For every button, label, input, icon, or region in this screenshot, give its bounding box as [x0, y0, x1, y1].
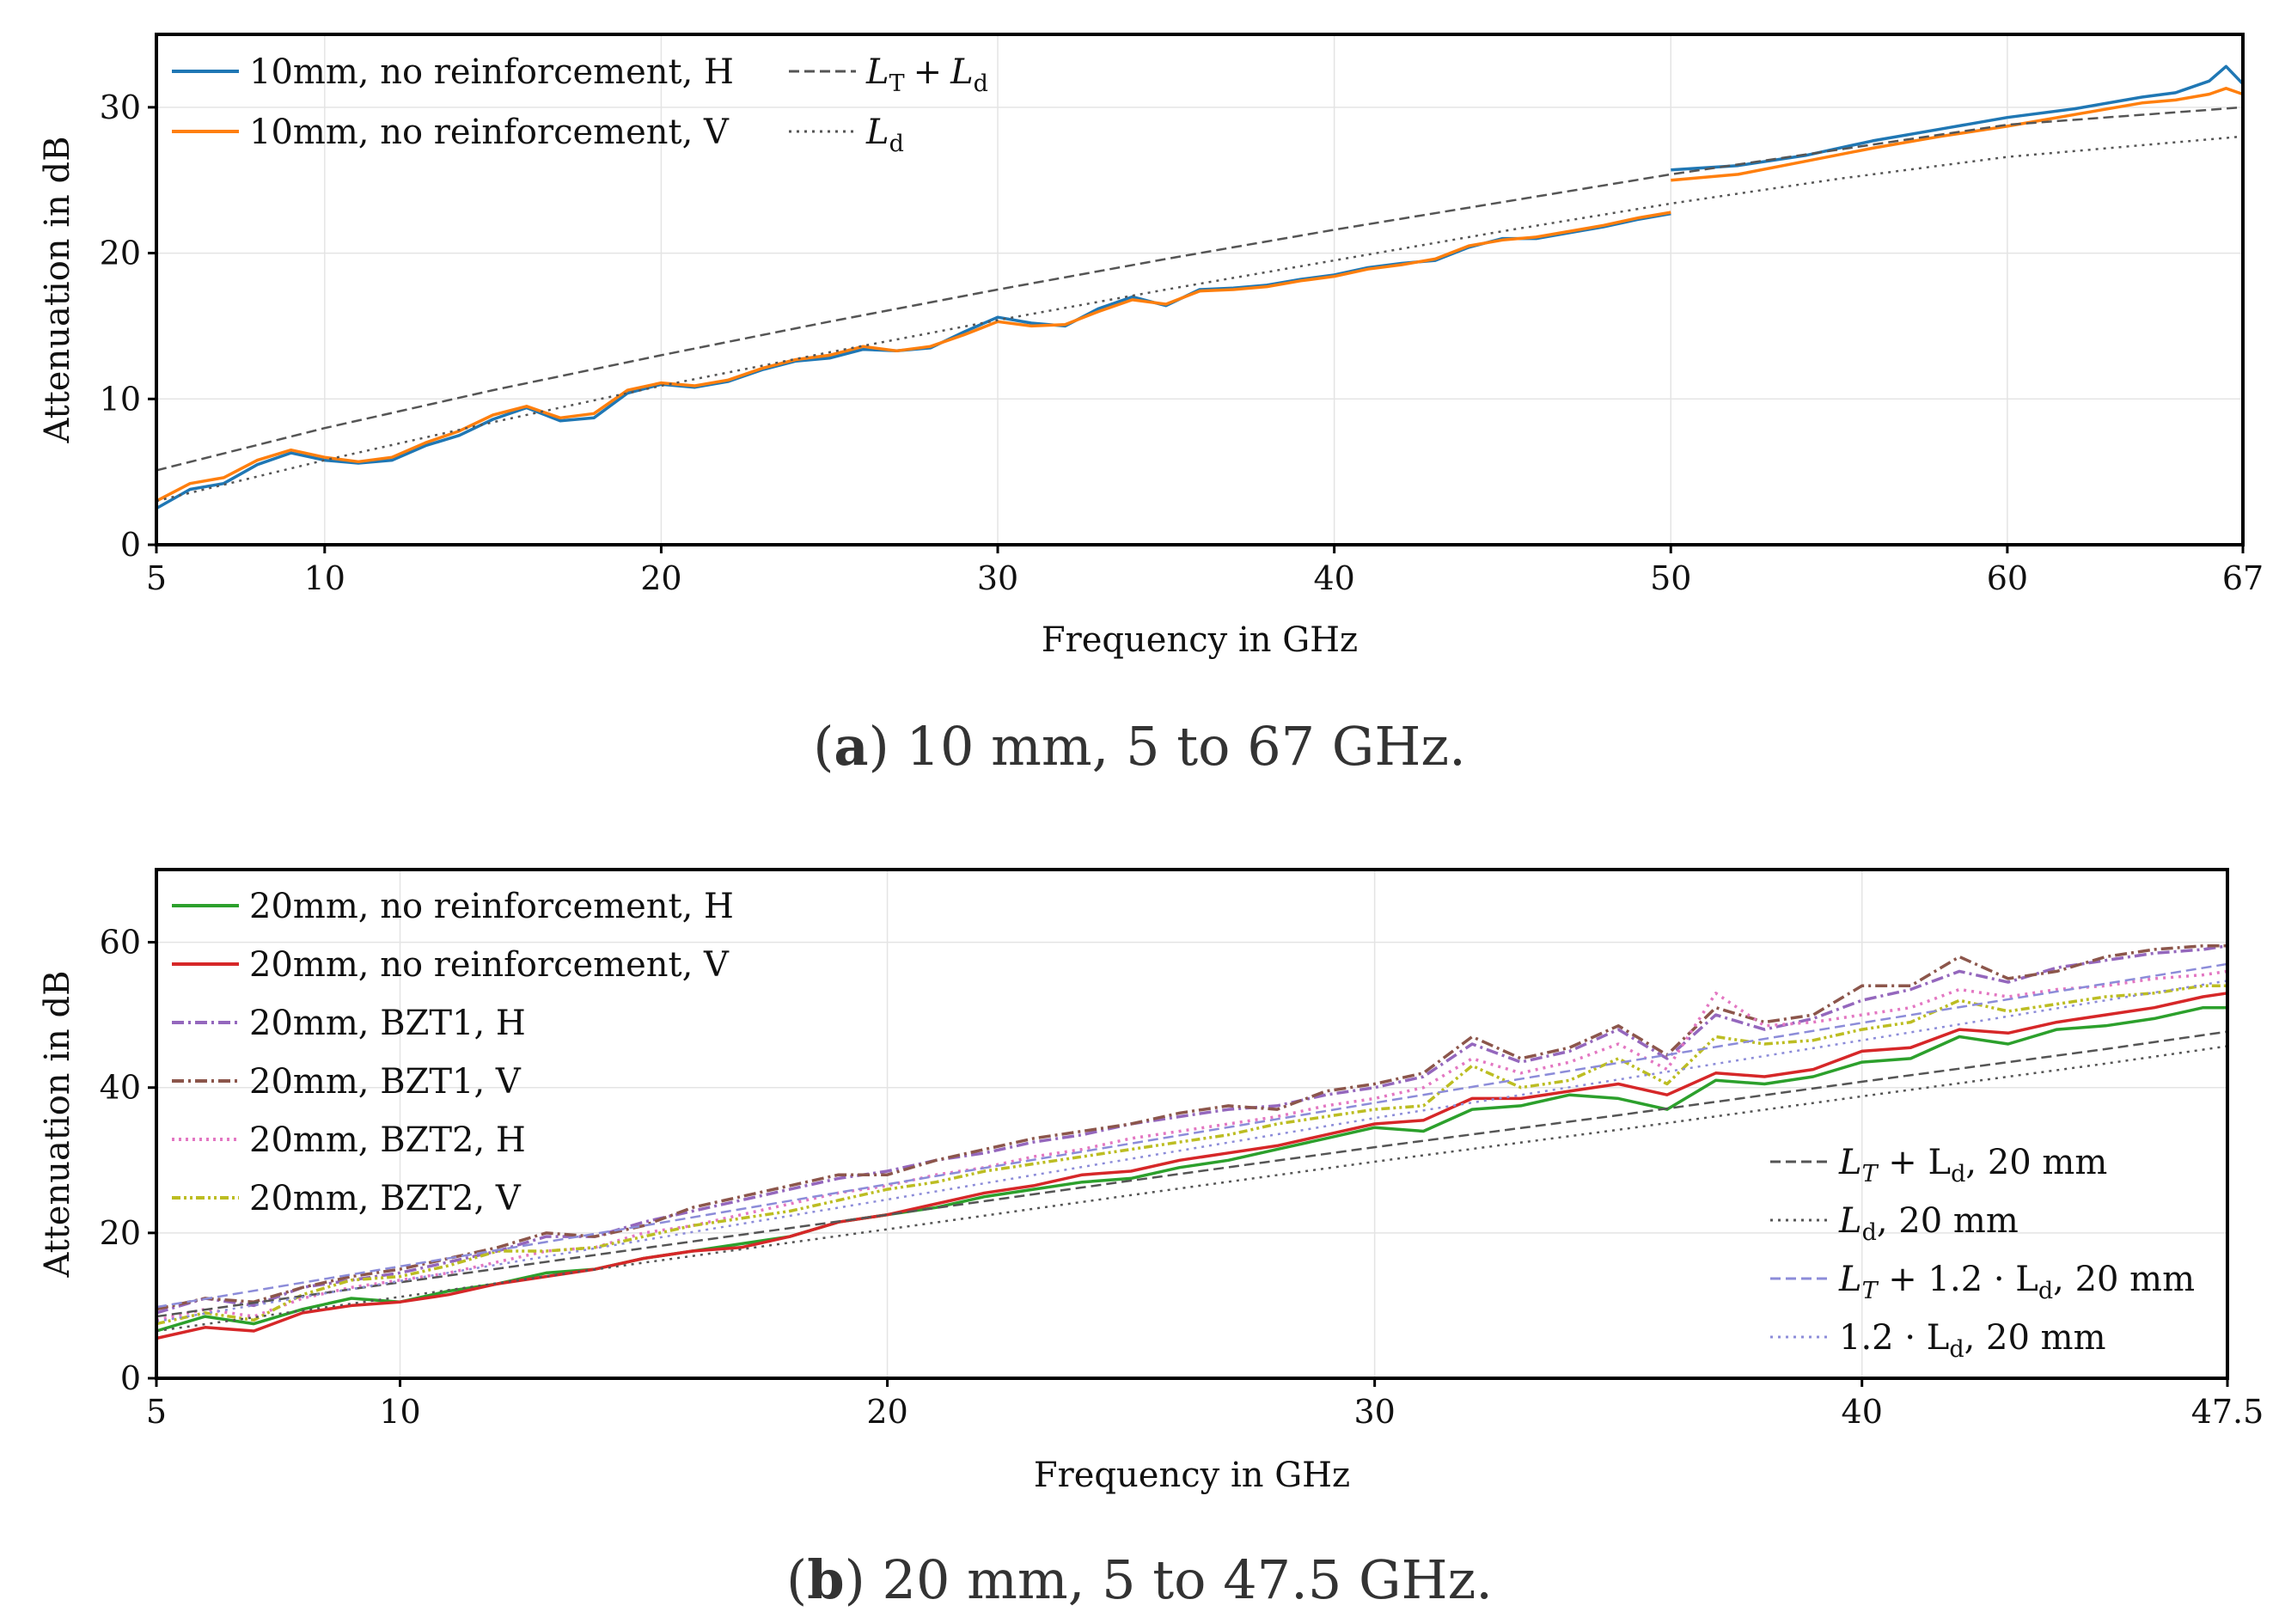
x-tick-label: 10 [304, 559, 345, 597]
series-line-10mm-no-reinforcement-h [156, 211, 1671, 510]
x-tick-label: 5 [146, 559, 167, 597]
panel-a-series [156, 64, 2245, 510]
panel-a-caption: (a) 10 mm, 5 to 67 GHz. [813, 715, 1466, 778]
series-line-l-d-20-mm [156, 1045, 2228, 1333]
legend-label-a-lt-ld: LT + Ld [865, 52, 988, 97]
panel-b-frame [155, 868, 2229, 1380]
x-tick-label: 20 [640, 559, 681, 597]
x-tick-label: 40 [1313, 559, 1354, 597]
series-line-l-d [156, 135, 2244, 503]
panel-b-chart: 5 10 20 30 40 47.5 0 20 40 60 Frequency in GHz At… [38, 868, 2264, 1495]
y-tick-label: 30 [100, 89, 141, 126]
series-line-20mm-bzt1-h [156, 944, 2228, 1315]
x-tick-label: 10 [379, 1393, 420, 1431]
series-line-10mm-no-reinforcement-v [156, 211, 1671, 503]
x-tick-label: 5 [146, 1393, 167, 1431]
series-line-10mm-no-reinforcement-h-50-67-ghz [1671, 64, 2245, 172]
x-tick-label: 30 [977, 559, 1018, 597]
legend-label-b-bzt2-v: 20mm, BZT2, V [249, 1179, 522, 1218]
series-line-l-t-l-d-20-mm [156, 1030, 2228, 1318]
y-tick-label: 0 [120, 526, 141, 564]
panel-a-frame [155, 33, 2245, 546]
legend-label-b-lt-12ld: LT + 1.2 · Ld, 20 mm [1838, 1260, 2195, 1304]
series-line-10mm-no-reinforcement-v-50-67-ghz [1671, 87, 2244, 182]
x-tick-label: 50 [1650, 559, 1691, 597]
legend-label-b-12ld: 1.2 · Ld, 20 mm [1839, 1318, 2106, 1363]
legend-label-b-bzt1-v: 20mm, BZT1, V [249, 1062, 522, 1102]
series-line-20mm-bzt2-v [156, 984, 2227, 1326]
panel-b-xlabel: Frequency in GHz [1034, 1456, 1350, 1495]
x-tick-label: 30 [1353, 1393, 1395, 1431]
x-tick-label: 67 [2222, 559, 2264, 597]
legend-label-b-noreinf-h: 20mm, no reinforcement, H [249, 887, 734, 926]
x-tick-label: 40 [1842, 1393, 1883, 1431]
panel-b-legend-models: LT + Ld, 20 mm Ld, 20 mm LT + 1.2 · Ld, … [1770, 1143, 2195, 1363]
legend-label-a-h: 10mm, no reinforcement, H [249, 52, 734, 92]
series-line-20mm-no-reinforcement-v [156, 992, 2228, 1340]
panel-b-ticks: 5 10 20 30 40 47.5 0 20 40 60 [100, 924, 2264, 1431]
series-line-20mm-bzt2-h [156, 969, 2228, 1322]
legend-label-b-bzt1-h: 20mm, BZT1, H [249, 1004, 526, 1043]
panel-a-xlabel: Frequency in GHz [1042, 620, 1358, 660]
panel-a-ticks: 5 10 20 30 40 50 60 67 0 10 20 30 [100, 89, 2264, 597]
legend-label-b-ld: Ld, 20 mm [1838, 1201, 2019, 1246]
y-tick-label: 20 [100, 235, 141, 272]
y-tick-label: 20 [100, 1214, 141, 1252]
y-tick-label: 0 [120, 1359, 141, 1397]
legend-label-b-lt-ld: LT + Ld, 20 mm [1838, 1143, 2107, 1187]
panel-a-ylabel: Attenuation in dB [38, 136, 77, 443]
legend-label-b-bzt2-h: 20mm, BZT2, H [249, 1120, 526, 1160]
series-line-20mm-bzt1-v [156, 944, 2227, 1311]
y-tick-label: 40 [100, 1069, 141, 1107]
legend-label-b-noreinf-v: 20mm, no reinforcement, V [249, 945, 730, 985]
x-tick-label: 47.5 [2191, 1393, 2264, 1431]
series-line-l-t-l-d [156, 106, 2244, 472]
legend-label-a-ld: Ld [865, 113, 904, 157]
panel-b-series [156, 944, 2228, 1340]
x-tick-label: 60 [1987, 559, 2028, 597]
legend-label-a-v: 10mm, no reinforcement, V [249, 113, 730, 152]
y-tick-label: 10 [100, 380, 141, 418]
panel-b-legend-measurements: 20mm, no reinforcement, H 20mm, no reinf… [172, 887, 734, 1218]
panel-b-ylabel: Attenuation in dB [38, 970, 77, 1278]
panel-b-caption: (b) 20 mm, 5 to 47.5 GHz. [786, 1548, 1493, 1611]
panel-a-legend: 10mm, no reinforcement, H 10mm, no reinf… [172, 52, 988, 157]
x-tick-label: 20 [866, 1393, 907, 1431]
y-tick-label: 60 [100, 924, 141, 962]
